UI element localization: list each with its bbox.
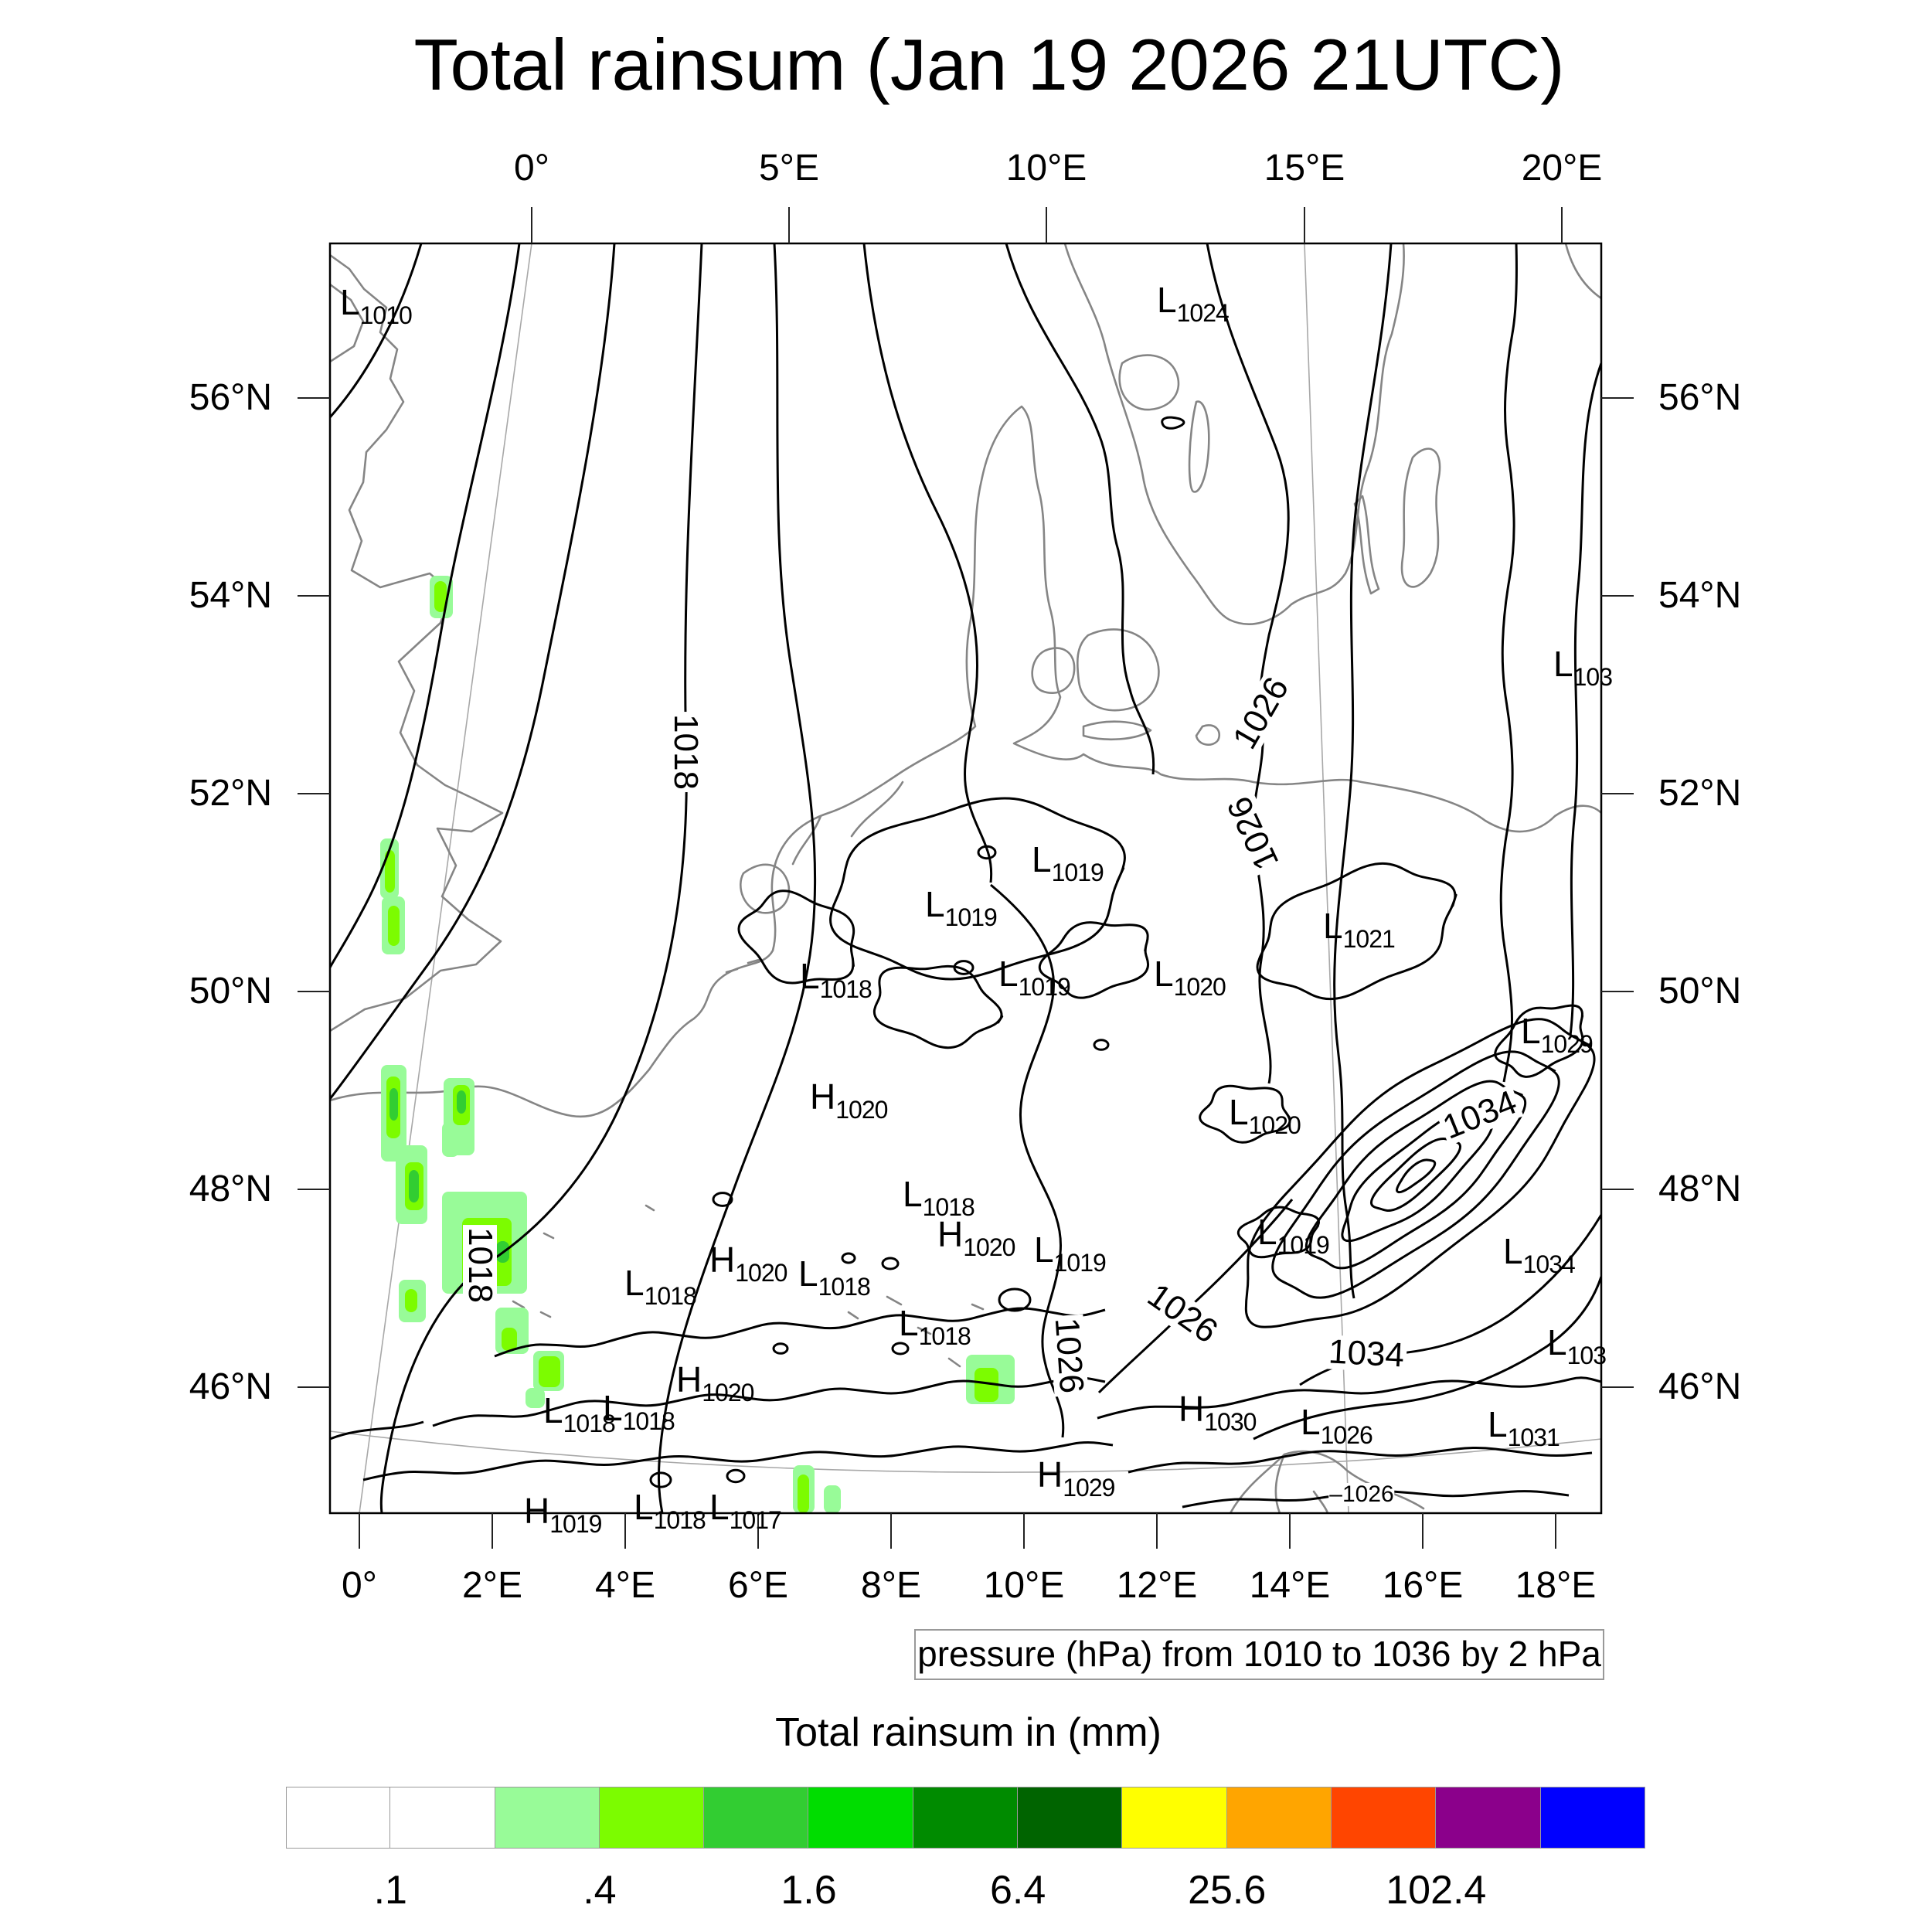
pressure-low-label: L103	[1553, 644, 1613, 691]
colorbar-tick-label: 1.6	[781, 1868, 837, 1913]
right-axis-label: 54°N	[1658, 575, 1742, 616]
pressure-low-label: L1020	[1154, 954, 1226, 1001]
left-axis-label: 54°N	[189, 575, 272, 616]
left-axis-label: 46°N	[189, 1366, 272, 1407]
left-axis-label: 48°N	[189, 1168, 272, 1209]
pressure-low-label: L1029	[1521, 1011, 1594, 1058]
bottom-axis-label: 10°E	[983, 1565, 1065, 1606]
pressure-high-label: H1019	[524, 1491, 602, 1538]
colorbar-tick-label: .1	[373, 1868, 407, 1913]
colorbar-cell	[808, 1787, 913, 1849]
colorbar-tick-label: 6.4	[989, 1868, 1046, 1913]
contour-value-label: –1026	[1328, 1481, 1395, 1507]
pressure-high-label: H1020	[709, 1240, 787, 1287]
bottom-axis-label: 4°E	[595, 1565, 655, 1606]
pressure-low-label: L1018	[800, 956, 872, 1003]
bottom-axis-label: 2°E	[462, 1565, 522, 1606]
colorbar-cell	[1226, 1787, 1332, 1849]
pressure-low-label: L1019	[1034, 1230, 1107, 1277]
bottom-axis-label: 12°E	[1116, 1565, 1198, 1606]
pressure-low-label: L1018	[603, 1388, 675, 1435]
pressure-low-label: L1018	[634, 1487, 706, 1534]
pressure-low-label: L1019	[925, 884, 998, 931]
pressure-low-label: L1034	[1503, 1231, 1576, 1278]
pressure-low-label: L1018	[903, 1174, 975, 1221]
rain-colorbar	[286, 1787, 1645, 1849]
pressure-high-label: H1029	[1037, 1454, 1115, 1502]
pressure-range-caption: pressure (hPa) from 1010 to 1036 by 2 hP…	[914, 1629, 1604, 1680]
right-axis-label: 50°N	[1658, 971, 1742, 1012]
colorbar-cell	[1436, 1787, 1541, 1849]
colorbar-cell	[913, 1787, 1019, 1849]
pressure-low-label: L1018	[543, 1390, 616, 1437]
contour-value-label: 1018	[461, 1225, 499, 1305]
bottom-axis-label: 16°E	[1382, 1565, 1464, 1606]
bottom-axis-label: 18°E	[1515, 1565, 1597, 1606]
pressure-low-label: L1018	[899, 1303, 971, 1350]
colorbar-cell	[390, 1787, 495, 1849]
top-axis-label: 15°E	[1264, 148, 1345, 189]
pressure-high-label: H1030	[1179, 1389, 1257, 1436]
pressure-high-label: H1020	[810, 1077, 888, 1124]
top-axis-label: 20°E	[1521, 148, 1603, 189]
contour-value-label: 1018	[667, 712, 705, 792]
bottom-axis-label: 14°E	[1249, 1565, 1331, 1606]
pressure-low-label: L1019	[1257, 1212, 1330, 1259]
graticule	[330, 243, 1601, 1513]
colorbar-tick-label: 102.4	[1386, 1868, 1487, 1913]
pressure-low-label: L1019	[998, 954, 1071, 1001]
map-frame	[328, 242, 1603, 1515]
left-axis-label: 52°N	[189, 773, 272, 814]
pressure-high-label: H1020	[676, 1359, 754, 1406]
colorbar-tick-label: .4	[583, 1868, 617, 1913]
right-axis-label: 56°N	[1658, 377, 1742, 418]
bottom-axis-label: 8°E	[861, 1565, 921, 1606]
colorbar-cell	[1331, 1787, 1437, 1849]
pressure-low-label: L1026	[1301, 1402, 1373, 1449]
contour-value-label: 1034	[1325, 1332, 1408, 1375]
right-axis-label: 46°N	[1658, 1366, 1742, 1407]
colorbar-cell	[1540, 1787, 1645, 1849]
colorbar-cell	[1122, 1787, 1227, 1849]
pressure-low-label: L1018	[798, 1253, 871, 1301]
pressure-low-label: L1019	[1032, 839, 1104, 886]
pressure-low-label: L1031	[1488, 1404, 1560, 1451]
page-title: Total rainsum (Jan 19 2026 21UTC)	[413, 24, 1565, 105]
bottom-axis-label: 0°	[342, 1565, 377, 1606]
pressure-low-label: L1021	[1323, 906, 1396, 953]
pressure-high-label: H1020	[937, 1214, 1015, 1261]
colorbar-cell	[599, 1787, 705, 1849]
left-axis-label: 56°N	[189, 377, 272, 418]
pressure-low-label: L1024	[1157, 280, 1230, 327]
colorbar-cell	[495, 1787, 600, 1849]
legend-title: Total rainsum in (mm)	[775, 1710, 1162, 1755]
contour-value-label: 1026	[1048, 1314, 1090, 1397]
top-axis-label: 0°	[514, 148, 549, 189]
pressure-low-label: L1020	[1229, 1092, 1301, 1139]
top-axis-label: 10°E	[1005, 148, 1087, 189]
pressure-low-label: L1010	[340, 282, 413, 329]
colorbar-tick-label: 25.6	[1188, 1868, 1267, 1913]
coastlines	[330, 243, 1601, 1513]
pressure-low-label: L1018	[624, 1263, 697, 1310]
left-axis-label: 50°N	[189, 971, 272, 1012]
bottom-axis-label: 6°E	[728, 1565, 788, 1606]
axis-ticks	[298, 207, 1634, 1549]
colorbar-cell	[1018, 1787, 1123, 1849]
right-axis-label: 52°N	[1658, 773, 1742, 814]
top-axis-label: 5°E	[759, 148, 819, 189]
colorbar-cell	[286, 1787, 391, 1849]
pressure-low-label: L1017	[709, 1487, 782, 1534]
pressure-low-label: L103	[1547, 1322, 1607, 1369]
right-axis-label: 48°N	[1658, 1168, 1742, 1209]
colorbar-cell	[704, 1787, 809, 1849]
